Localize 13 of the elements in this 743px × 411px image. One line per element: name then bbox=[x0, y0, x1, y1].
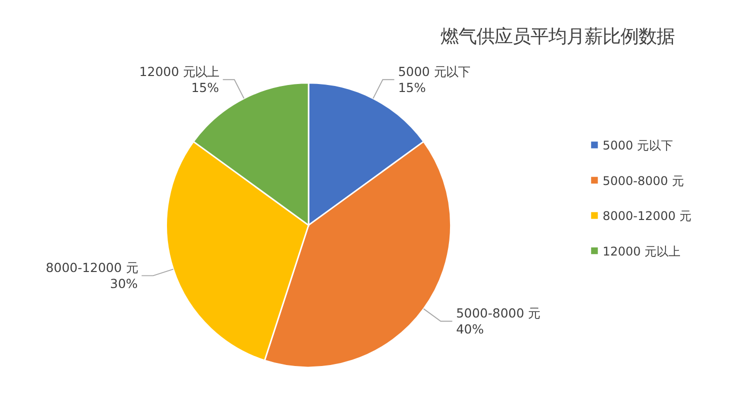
legend-label: 5000 元以下 bbox=[602, 138, 673, 153]
chart-title: 燃气供应员平均月薪比例数据 bbox=[440, 26, 674, 48]
data-label: 30% bbox=[110, 276, 138, 292]
slice-label: 5000 元以下 bbox=[398, 64, 470, 79]
slice-label: 12000 元以上 bbox=[139, 64, 219, 79]
slice-label: 8000-12000 元 bbox=[46, 260, 138, 275]
legend-label: 8000-12000 元 bbox=[602, 209, 692, 224]
data-label: 40% bbox=[456, 322, 484, 337]
data-label: 15% bbox=[191, 80, 220, 96]
legend-label: 12000 元以上 bbox=[602, 244, 681, 258]
legend-label: 5000-8000 元 bbox=[602, 174, 684, 188]
slice-label: 5000-8000 元 bbox=[456, 305, 540, 320]
data-label: 15% bbox=[398, 80, 426, 96]
